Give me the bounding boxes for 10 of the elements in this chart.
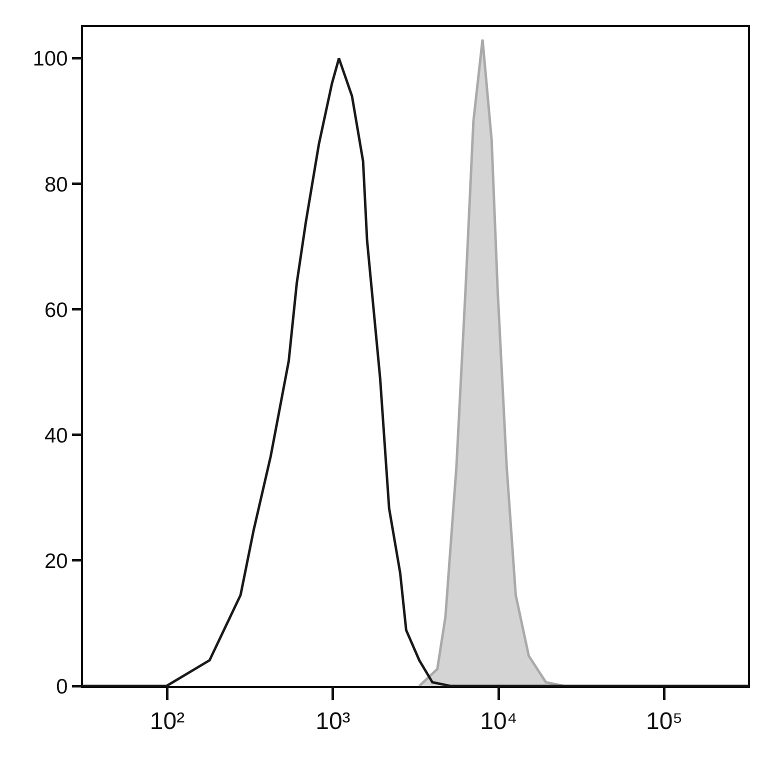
x-tick-label: 10⁴ <box>480 708 518 735</box>
y-tick-label: 80 <box>44 173 68 196</box>
y-tick-label: 20 <box>44 550 68 573</box>
x-tick-label: 10⁵ <box>646 708 683 735</box>
y-tick-label: 60 <box>44 298 68 322</box>
y-tick-label: 100 <box>32 48 68 71</box>
x-tick-label: 10³ <box>316 708 350 735</box>
y-tick-label: 0 <box>56 675 68 698</box>
y-tick-label: 40 <box>44 424 68 448</box>
x-tick-label: 10² <box>150 708 185 735</box>
